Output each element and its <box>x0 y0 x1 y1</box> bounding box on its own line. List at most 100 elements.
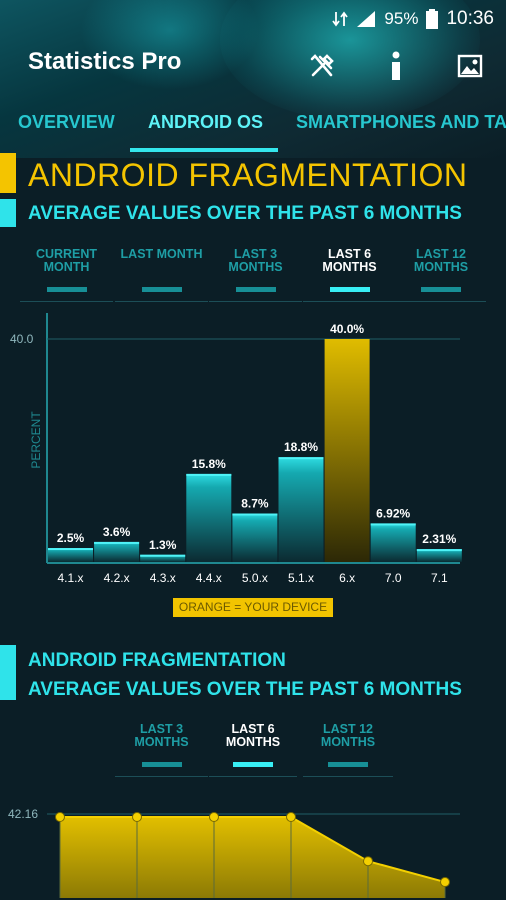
range-label: LAST 3 <box>139 722 184 736</box>
bar-value-label: 1.3% <box>149 538 177 552</box>
bar <box>278 457 324 562</box>
range-last-6-months[interactable]: LAST 6 MONTHS <box>303 248 396 302</box>
range-underline <box>329 287 370 292</box>
bar-your-device <box>324 339 370 562</box>
range-divider <box>303 776 393 777</box>
image-icon <box>457 54 483 78</box>
bar <box>94 541 140 562</box>
status-icons: 95% 10:36 <box>332 8 494 30</box>
tab-overview[interactable]: OVERVIEW <box>18 112 115 132</box>
bar-value-label: 40.0% <box>330 322 364 336</box>
data-transfer-icon <box>332 11 349 27</box>
x-tick-label: 7.1 <box>431 571 448 585</box>
range-label: MONTHS <box>225 735 281 749</box>
range-divider <box>115 301 208 302</box>
y-tick-label: 42.16 <box>8 807 38 821</box>
range-underline <box>233 762 273 767</box>
legend-your-device: ORANGE = YOUR DEVICE <box>173 598 333 617</box>
range-underline <box>328 762 368 767</box>
range-label: MONTH <box>43 260 90 274</box>
bar <box>370 523 416 562</box>
bar-highlight-edge <box>140 554 186 557</box>
y-axis-label: PERCENT <box>29 411 43 469</box>
section-accent-bar <box>0 153 16 193</box>
bar-value-label: 6.92% <box>376 506 410 520</box>
area-chart: 42.16 <box>8 807 460 898</box>
info-icon <box>392 51 400 80</box>
tab-smartphones-and-tablets[interactable]: SMARTPHONES AND TA <box>296 112 506 132</box>
section-subtitle: AVERAGE VALUES OVER THE PAST 6 MONTHS <box>28 679 462 700</box>
bar-value-label: 2.5% <box>57 531 85 545</box>
range-label: CURRENT <box>35 247 98 261</box>
bar <box>48 548 93 562</box>
bar-value-label: 3.6% <box>103 525 131 539</box>
data-point <box>209 812 219 822</box>
header-background <box>0 0 506 158</box>
tools-icon <box>310 54 334 77</box>
bar-value-label: 8.7% <box>241 496 269 510</box>
signal-icon <box>357 11 376 27</box>
app-bar: Statistics Pro <box>0 38 506 94</box>
bar-highlight-edge <box>48 548 93 551</box>
x-tick-label: 5.1.x <box>288 571 314 585</box>
battery-icon <box>426 9 439 29</box>
x-tick-label: 6.x <box>339 571 355 585</box>
bar <box>416 549 462 562</box>
range-underline <box>235 287 276 292</box>
bar-highlight-edge <box>186 473 232 476</box>
bar <box>232 513 278 562</box>
range-label: MONTHS <box>320 735 376 749</box>
bar-highlight-edge <box>416 549 462 552</box>
data-point <box>286 812 296 822</box>
range-divider <box>209 776 297 777</box>
range-divider <box>20 301 113 302</box>
bar-highlight-edge <box>94 541 140 544</box>
area-line <box>60 816 446 884</box>
bar-highlight-edge <box>278 457 324 460</box>
range-last-12-months[interactable]: LAST 12 MONTHS <box>303 722 393 777</box>
bar-value-label: 18.8% <box>284 440 318 454</box>
range-label: LAST MONTH <box>120 247 203 261</box>
tab-android-os[interactable]: ANDROID OS <box>148 112 264 132</box>
range-divider <box>115 776 208 777</box>
y-tick-label: 40.0 <box>10 332 34 346</box>
section-title: ANDROID FRAGMENTATION <box>28 157 468 193</box>
range-last-3-months[interactable]: LAST 3 MONTHS <box>209 247 302 302</box>
x-tick-label: 7.0 <box>385 571 402 585</box>
app-title: Statistics Pro <box>28 48 182 75</box>
data-point <box>363 856 373 867</box>
range-last-6-months[interactable]: LAST 6 MONTHS <box>209 723 297 777</box>
x-tick-label: 4.4.x <box>196 571 222 585</box>
data-point <box>440 877 450 888</box>
range-divider <box>303 301 396 302</box>
x-tick-label: 5.0.x <box>242 571 268 585</box>
range-last-month[interactable]: LAST MONTH <box>115 247 208 302</box>
section-subtitle: AVERAGE VALUES OVER THE PAST 6 MONTHS <box>28 203 462 224</box>
info-button[interactable] <box>374 46 418 86</box>
range-label: MONTHS <box>228 260 283 274</box>
section-title: ANDROID FRAGMENTATION <box>28 650 286 671</box>
range-label: MONTHS <box>322 260 377 274</box>
range-label: MONTHS <box>134 735 189 749</box>
range-underline <box>141 287 182 292</box>
tools-button[interactable] <box>300 46 344 86</box>
bar-highlight-edge <box>370 523 416 526</box>
range-label: LAST 12 <box>322 722 373 736</box>
range-last-3-months[interactable]: LAST 3 MONTHS <box>115 722 208 777</box>
battery-percent: 95% <box>384 9 419 28</box>
range-label: LAST 3 <box>233 247 278 261</box>
range-label: MONTHS <box>413 260 469 274</box>
x-tick-label: 4.3.x <box>150 571 176 585</box>
active-tab-indicator <box>130 148 278 152</box>
x-tick-label: 4.2.x <box>104 571 130 585</box>
bar-value-label: 2.31% <box>422 532 456 546</box>
range-last-12-months[interactable]: LAST 12 MONTHS <box>396 248 486 302</box>
range-current-month[interactable]: CURRENT MONTH <box>20 247 113 302</box>
category-tabs: OVERVIEW ANDROID OS SMARTPHONES AND TA <box>0 100 506 152</box>
range-label <box>115 261 208 274</box>
bar-chart: 40.0 PERCENT 2.5% 4.1.x 3.6% 4.2.x 1.3% 4.3.x… <box>10 313 462 585</box>
x-tick-label: 4.1.x <box>57 571 83 585</box>
clock: 10:36 <box>446 8 494 29</box>
image-button[interactable] <box>448 46 492 86</box>
data-point <box>132 812 142 822</box>
